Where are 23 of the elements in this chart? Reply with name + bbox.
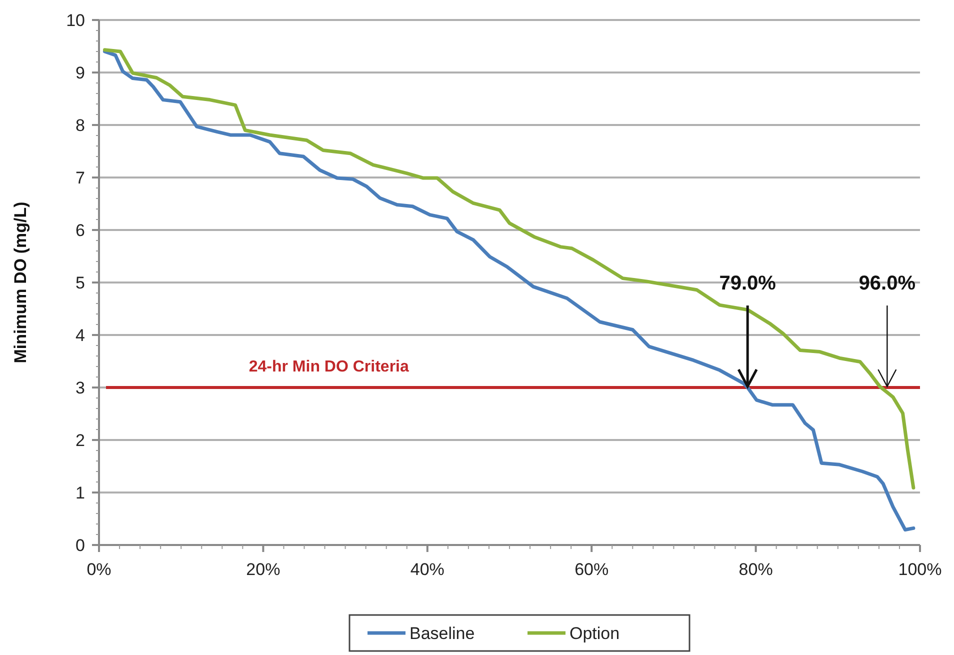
y-tick-label: 1 — [76, 483, 85, 502]
y-tick-label: 8 — [76, 116, 85, 135]
ref-line-label: 24-hr Min DO Criteria — [248, 358, 409, 376]
y-tick-label: 4 — [76, 326, 85, 345]
legend-label: Option — [570, 624, 620, 643]
legend-label: Baseline — [410, 624, 475, 643]
y-tick-label: 5 — [76, 273, 85, 292]
y-tick-label: 7 — [76, 168, 85, 188]
annotation: 79.0% — [719, 272, 776, 294]
y-tick-label: 3 — [76, 378, 85, 398]
x-tick-label: 40% — [410, 560, 444, 579]
x-tick-label: 0% — [86, 560, 112, 579]
x-tick-label: 20% — [246, 560, 280, 579]
y-tick-label: 9 — [76, 63, 85, 82]
y-tick-label: 6 — [76, 220, 85, 240]
x-tick-label: 60% — [574, 560, 609, 579]
x-tick-label: 80% — [738, 560, 773, 579]
y-axis-title: Minimum DO (mg/L) — [11, 202, 30, 364]
y-tick-label: 10 — [66, 10, 85, 30]
y-tick-label: 0 — [76, 536, 85, 555]
x-tick-label: 100% — [898, 560, 942, 579]
y-tick-label: 2 — [76, 430, 85, 450]
annotation: 96.0% — [858, 272, 916, 294]
